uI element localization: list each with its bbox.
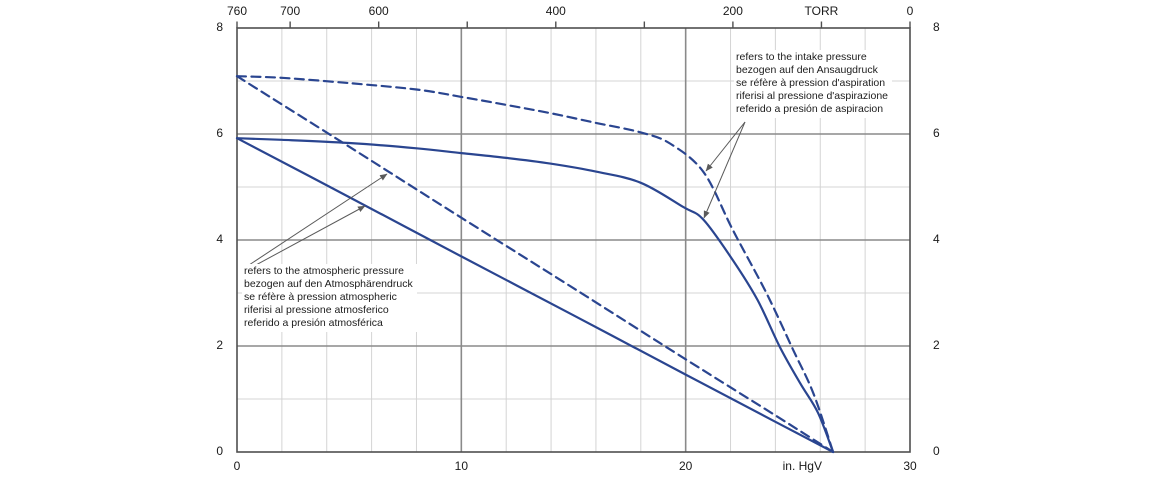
- annotation-line: referido a presión atmosférica: [244, 317, 383, 329]
- annotation-line: se réfère à pression d'aspiration: [736, 77, 886, 89]
- annotation-line: bezogen auf den Atmosphärendruck: [244, 278, 413, 290]
- annotation-line: se réfère à pression atmospheric: [244, 291, 397, 303]
- curve-intake-dashed: [235, 75, 835, 454]
- annotation-leader-line: [705, 121, 746, 172]
- plot-border: [236, 27, 911, 453]
- annotation-line: refers to the atmospheric pressure: [244, 265, 404, 277]
- annotation-line: referido a presión de aspiracion: [736, 103, 884, 115]
- annotation-leader-line: [242, 205, 366, 273]
- annotation-line: riferisi al pressione atmosferico: [244, 304, 389, 316]
- curve-atmospheric-solid: [235, 137, 835, 454]
- curve-atmospheric-dashed: [235, 75, 835, 454]
- annotation-line: bezogen auf den Ansaugdruck: [736, 64, 878, 76]
- curve-intake-solid: [235, 137, 835, 454]
- annotation-intake-pressure: refers to the intake pressure bezogen au…: [734, 50, 892, 118]
- annotation-leader-line: [703, 121, 746, 219]
- annotation-line: riferisi al pressione d'aspirazione: [736, 90, 888, 102]
- annotation-atmospheric-pressure: refers to the atmospheric pressure bezog…: [242, 264, 417, 332]
- annotation-leader-line: [242, 173, 388, 270]
- annotation-line: refers to the intake pressure: [736, 51, 867, 63]
